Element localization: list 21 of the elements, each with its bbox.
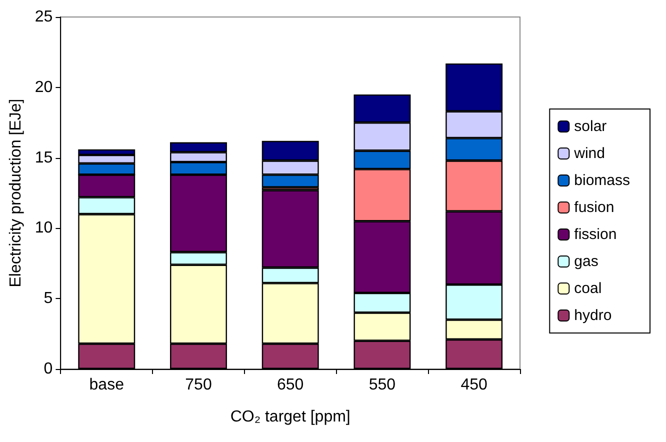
y-tick-label: 10 — [34, 220, 53, 237]
y-tick-label: 15 — [34, 149, 53, 166]
legend-label: coal — [574, 280, 602, 297]
legend-label: fusion — [574, 199, 614, 216]
x-tick-label: 550 — [368, 376, 396, 394]
y-axis-title: Electricity production [EJe] — [8, 98, 24, 288]
x-tick-label: base — [89, 376, 124, 394]
legend-label: biomass — [574, 172, 630, 189]
legend-label: wind — [573, 145, 606, 162]
y-tick-label: 25 — [34, 8, 53, 26]
legend-label: solar — [574, 118, 607, 135]
legend-label: hydro — [574, 307, 612, 324]
x-axis-title: CO₂ target [ppm] — [230, 408, 350, 426]
legend-label: gas — [574, 253, 598, 270]
x-tick-label: 750 — [185, 376, 212, 394]
x-tick-label: 650 — [276, 376, 304, 394]
y-tick-label: 20 — [34, 78, 53, 96]
legend-label: fission — [574, 226, 617, 243]
y-tick-label: 5 — [44, 290, 53, 308]
y-tick-label: 0 — [44, 360, 53, 378]
x-tick-label: 450 — [460, 376, 488, 394]
